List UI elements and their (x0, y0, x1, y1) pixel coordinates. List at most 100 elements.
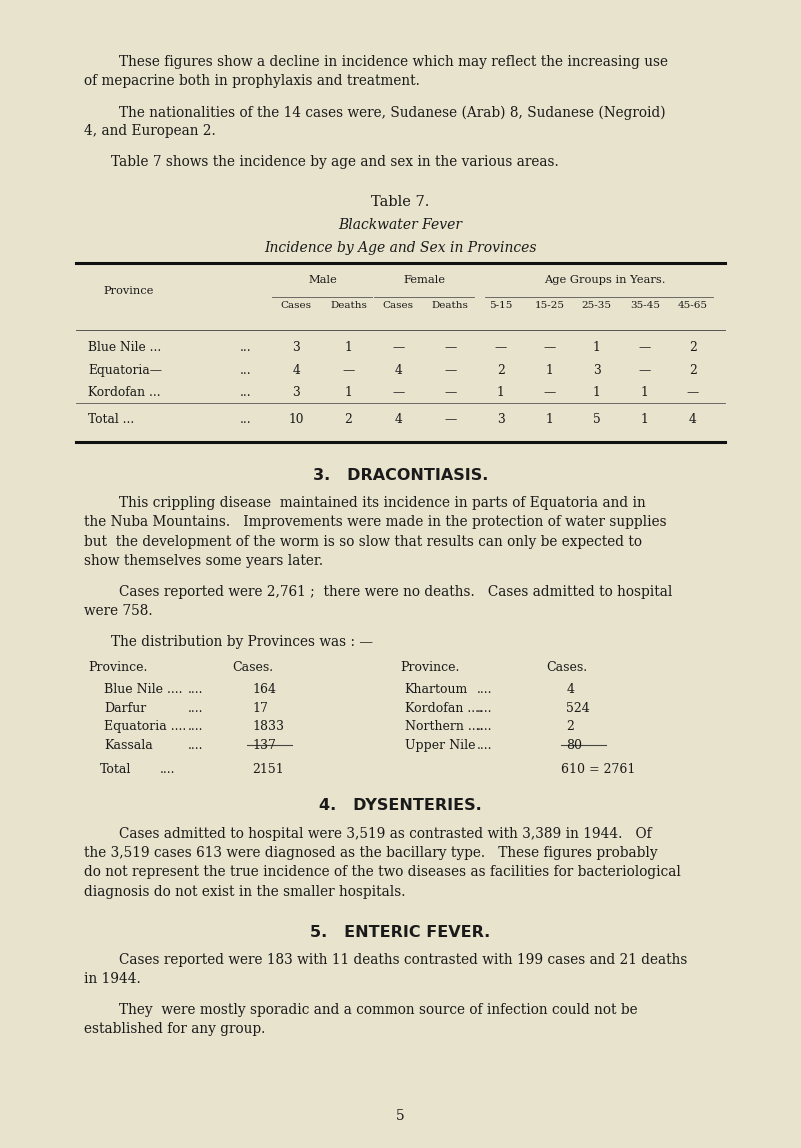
Text: ....: .... (477, 701, 492, 714)
Text: 4.   DYSENTERIES.: 4. DYSENTERIES. (319, 798, 482, 813)
Text: Northern ....: Northern .... (405, 721, 483, 734)
Text: established for any group.: established for any group. (84, 1023, 265, 1037)
Text: —: — (444, 341, 457, 355)
Text: Blue Nile ....: Blue Nile .... (104, 683, 183, 696)
Text: 1: 1 (344, 386, 352, 400)
Text: 35-45: 35-45 (630, 301, 660, 310)
Text: Male: Male (308, 274, 336, 285)
Text: ....: .... (188, 701, 203, 714)
Text: 3: 3 (292, 386, 300, 400)
Text: 5: 5 (593, 413, 601, 426)
Text: 4: 4 (689, 413, 697, 426)
Text: ....: .... (188, 683, 203, 696)
Text: Cases: Cases (383, 301, 413, 310)
Text: 1: 1 (545, 364, 553, 377)
Text: ....: .... (188, 739, 203, 752)
Text: 80: 80 (566, 739, 582, 752)
Text: 3.   DRACONTIASIS.: 3. DRACONTIASIS. (313, 467, 488, 482)
Text: ...: ... (240, 341, 252, 355)
Text: 15-25: 15-25 (534, 301, 565, 310)
Text: —: — (392, 386, 405, 400)
Text: —: — (444, 364, 457, 377)
Text: Total ...: Total ... (88, 413, 135, 426)
Text: 137: 137 (252, 739, 276, 752)
Text: ...: ... (240, 364, 252, 377)
Text: in 1944.: in 1944. (84, 972, 141, 986)
Text: They  were mostly sporadic and a common source of infection could not be: They were mostly sporadic and a common s… (119, 1003, 637, 1017)
Text: —: — (444, 386, 457, 400)
Text: Cases reported were 183 with 11 deaths contrasted with 199 cases and 21 deaths: Cases reported were 183 with 11 deaths c… (119, 953, 687, 967)
Text: Kordofan ...: Kordofan ... (88, 386, 161, 400)
Text: —: — (494, 341, 507, 355)
Text: 610 = 2761: 610 = 2761 (561, 763, 635, 776)
Text: —: — (638, 364, 651, 377)
Text: 4, and European 2.: 4, and European 2. (84, 124, 215, 139)
Text: Cases.: Cases. (232, 661, 273, 674)
Text: ...: ... (240, 386, 252, 400)
Text: —: — (686, 386, 699, 400)
Text: The nationalities of the 14 cases were, Sudanese (Arab) 8, Sudanese (Negroid): The nationalities of the 14 cases were, … (119, 106, 665, 119)
Text: 524: 524 (566, 701, 590, 714)
Text: Deaths: Deaths (432, 301, 469, 310)
Text: 1: 1 (497, 386, 505, 400)
Text: 45-65: 45-65 (678, 301, 708, 310)
Text: 5.   ENTERIC FEVER.: 5. ENTERIC FEVER. (310, 924, 491, 939)
Text: Total: Total (100, 763, 131, 776)
Text: but  the development of the worm is so slow that results can only be expected to: but the development of the worm is so sl… (84, 535, 642, 549)
Text: ...: ... (240, 413, 252, 426)
Text: 1: 1 (545, 413, 553, 426)
Text: The distribution by Provinces was : —: The distribution by Provinces was : — (111, 635, 372, 649)
Text: —: — (638, 341, 651, 355)
Text: These figures show a decline in incidence which may reflect the increasing use: These figures show a decline in incidenc… (119, 55, 667, 69)
Text: 164: 164 (252, 683, 276, 696)
Text: 2151: 2151 (252, 763, 284, 776)
Text: Blackwater Fever: Blackwater Fever (339, 218, 462, 232)
Text: ....: .... (477, 683, 492, 696)
Text: diagnosis do not exist in the smaller hospitals.: diagnosis do not exist in the smaller ho… (84, 885, 405, 899)
Text: 2: 2 (566, 721, 574, 734)
Text: Deaths: Deaths (330, 301, 367, 310)
Text: Cases admitted to hospital were 3,519 as contrasted with 3,389 in 1944.   Of: Cases admitted to hospital were 3,519 as… (119, 827, 651, 840)
Text: 1833: 1833 (252, 721, 284, 734)
Text: ....: .... (160, 763, 175, 776)
Text: Cases: Cases (281, 301, 312, 310)
Text: 4: 4 (292, 364, 300, 377)
Text: do not represent the true incidence of the two diseases as facilities for bacter: do not represent the true incidence of t… (84, 866, 681, 879)
Text: Province: Province (103, 286, 153, 296)
Text: Age Groups in Years.: Age Groups in Years. (544, 274, 666, 285)
Text: —: — (543, 386, 556, 400)
Text: —: — (342, 364, 355, 377)
Text: Darfur: Darfur (104, 701, 147, 714)
Text: 1: 1 (593, 386, 601, 400)
Text: 1: 1 (344, 341, 352, 355)
Text: show themselves some years later.: show themselves some years later. (84, 554, 324, 568)
Text: Incidence by Age and Sex in Provinces: Incidence by Age and Sex in Provinces (264, 241, 537, 255)
Text: Table 7.: Table 7. (372, 195, 429, 209)
Text: 5: 5 (396, 1109, 405, 1123)
Text: Kassala: Kassala (104, 739, 153, 752)
Text: Female: Female (403, 274, 445, 285)
Text: 2: 2 (689, 341, 697, 355)
Text: Khartoum: Khartoum (405, 683, 468, 696)
Text: the 3,519 cases 613 were diagnosed as the bacillary type.   These figures probab: the 3,519 cases 613 were diagnosed as th… (84, 846, 658, 860)
Text: 3: 3 (593, 364, 601, 377)
Text: Table 7 shows the incidence by age and sex in the various areas.: Table 7 shows the incidence by age and s… (111, 155, 558, 169)
Text: Province.: Province. (400, 661, 460, 674)
Text: 1: 1 (641, 413, 649, 426)
Text: Equatoria—: Equatoria— (88, 364, 162, 377)
Text: 4: 4 (394, 413, 402, 426)
Text: 10: 10 (288, 413, 304, 426)
Text: Blue Nile ...: Blue Nile ... (88, 341, 161, 355)
Text: 1: 1 (641, 386, 649, 400)
Text: ....: .... (477, 721, 492, 734)
Text: Province.: Province. (88, 661, 147, 674)
Text: 17: 17 (252, 701, 268, 714)
Text: 2: 2 (497, 364, 505, 377)
Text: the Nuba Mountains.   Improvements were made in the protection of water supplies: the Nuba Mountains. Improvements were ma… (84, 515, 666, 529)
Text: 2: 2 (689, 364, 697, 377)
Text: ....: .... (477, 739, 492, 752)
Text: 4: 4 (394, 364, 402, 377)
Text: 2: 2 (344, 413, 352, 426)
Text: 5-15: 5-15 (489, 301, 513, 310)
Text: 4: 4 (566, 683, 574, 696)
